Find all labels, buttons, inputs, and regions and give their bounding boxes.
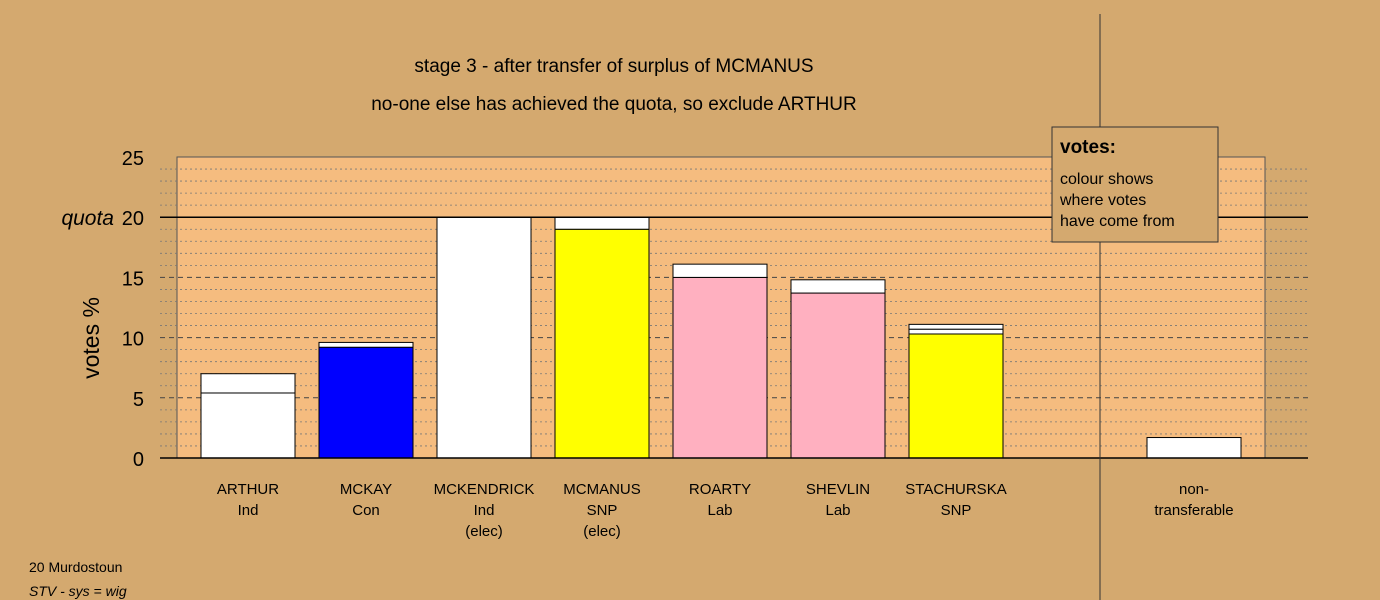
status-label: (elec) xyxy=(465,523,503,540)
bar-roarty xyxy=(672,263,768,459)
status-label: (elec) xyxy=(583,523,621,540)
party-label: Ind xyxy=(238,502,259,519)
bar-segment xyxy=(318,341,414,348)
y-tick-label: 15 xyxy=(122,268,144,290)
party-label: SNP xyxy=(587,502,618,519)
party-label: Lab xyxy=(707,502,732,519)
y-tick-label: 10 xyxy=(122,329,144,351)
bar-segment xyxy=(200,373,296,394)
y-axis-label: votes % xyxy=(78,297,104,379)
y-tick-label: 0 xyxy=(133,449,144,471)
legend-box xyxy=(1051,126,1219,243)
chart-subtitle: no-one else has achieved the quota, so e… xyxy=(371,94,857,115)
x-tick-label: SHEVLIN xyxy=(806,481,870,498)
bar-segment xyxy=(790,279,886,294)
bar-segment xyxy=(554,216,650,230)
y-tick-label: 25 xyxy=(122,148,144,170)
bar-stachurska xyxy=(908,323,1004,459)
bar-segment xyxy=(672,263,768,278)
bar-segment xyxy=(554,228,650,459)
bars xyxy=(200,216,1242,459)
y-tick-label: 20 xyxy=(122,208,144,230)
footer-system: STV - sys = wig xyxy=(29,583,127,599)
nontransferable-label: transferable xyxy=(1154,502,1233,519)
bar-mckay xyxy=(318,341,414,459)
bar-segment xyxy=(790,292,886,459)
x-tick-label: ROARTY xyxy=(689,481,751,498)
bar-segment xyxy=(908,333,1004,459)
x-tick-label: MCKENDRICK xyxy=(434,481,535,498)
legend: votes: colour shows where votes have com… xyxy=(1051,126,1219,243)
x-tick-label: ARTHUR xyxy=(217,481,279,498)
party-label: Con xyxy=(352,502,380,519)
party-label: Lab xyxy=(825,502,850,519)
x-tick-label: MCKAY xyxy=(340,481,392,498)
bar-mckendrick xyxy=(436,216,532,459)
bar-arthur xyxy=(200,373,296,459)
bar-nontransferable xyxy=(1146,437,1242,459)
party-label: SNP xyxy=(941,502,972,519)
bar-shevlin xyxy=(790,279,886,459)
party-label: Ind xyxy=(474,502,495,519)
x-tick-label: STACHURSKA xyxy=(905,481,1006,498)
nontransferable-label: non- xyxy=(1179,481,1209,498)
y-tick-label: 5 xyxy=(133,389,144,411)
bar-segment xyxy=(1146,437,1242,459)
bar-segment xyxy=(436,216,532,459)
x-tick-label: MCMANUS xyxy=(563,481,641,498)
bar-segment xyxy=(908,323,1004,330)
legend-line-1: colour shows xyxy=(1060,171,1153,188)
bar-segment xyxy=(908,328,1004,335)
chart-title: stage 3 - after transfer of surplus of M… xyxy=(414,56,813,77)
footer-ward: 20 Murdostoun xyxy=(29,559,122,575)
bar-segment xyxy=(200,392,296,459)
legend-line-3: have come from xyxy=(1060,213,1175,230)
legend-title: votes: xyxy=(1060,137,1116,158)
quota-label: quota xyxy=(61,207,114,230)
bar-mcmanus xyxy=(554,216,650,459)
legend-line-2: where votes xyxy=(1059,192,1146,209)
y-axis: 0 5 10 15 20 25 xyxy=(122,148,144,471)
x-axis-labels: ARTHUR Ind MCKAY Con MCKENDRICK Ind (elec) MCMA… xyxy=(217,481,1234,540)
bar-segment xyxy=(318,346,414,459)
bar-segment xyxy=(672,276,768,459)
